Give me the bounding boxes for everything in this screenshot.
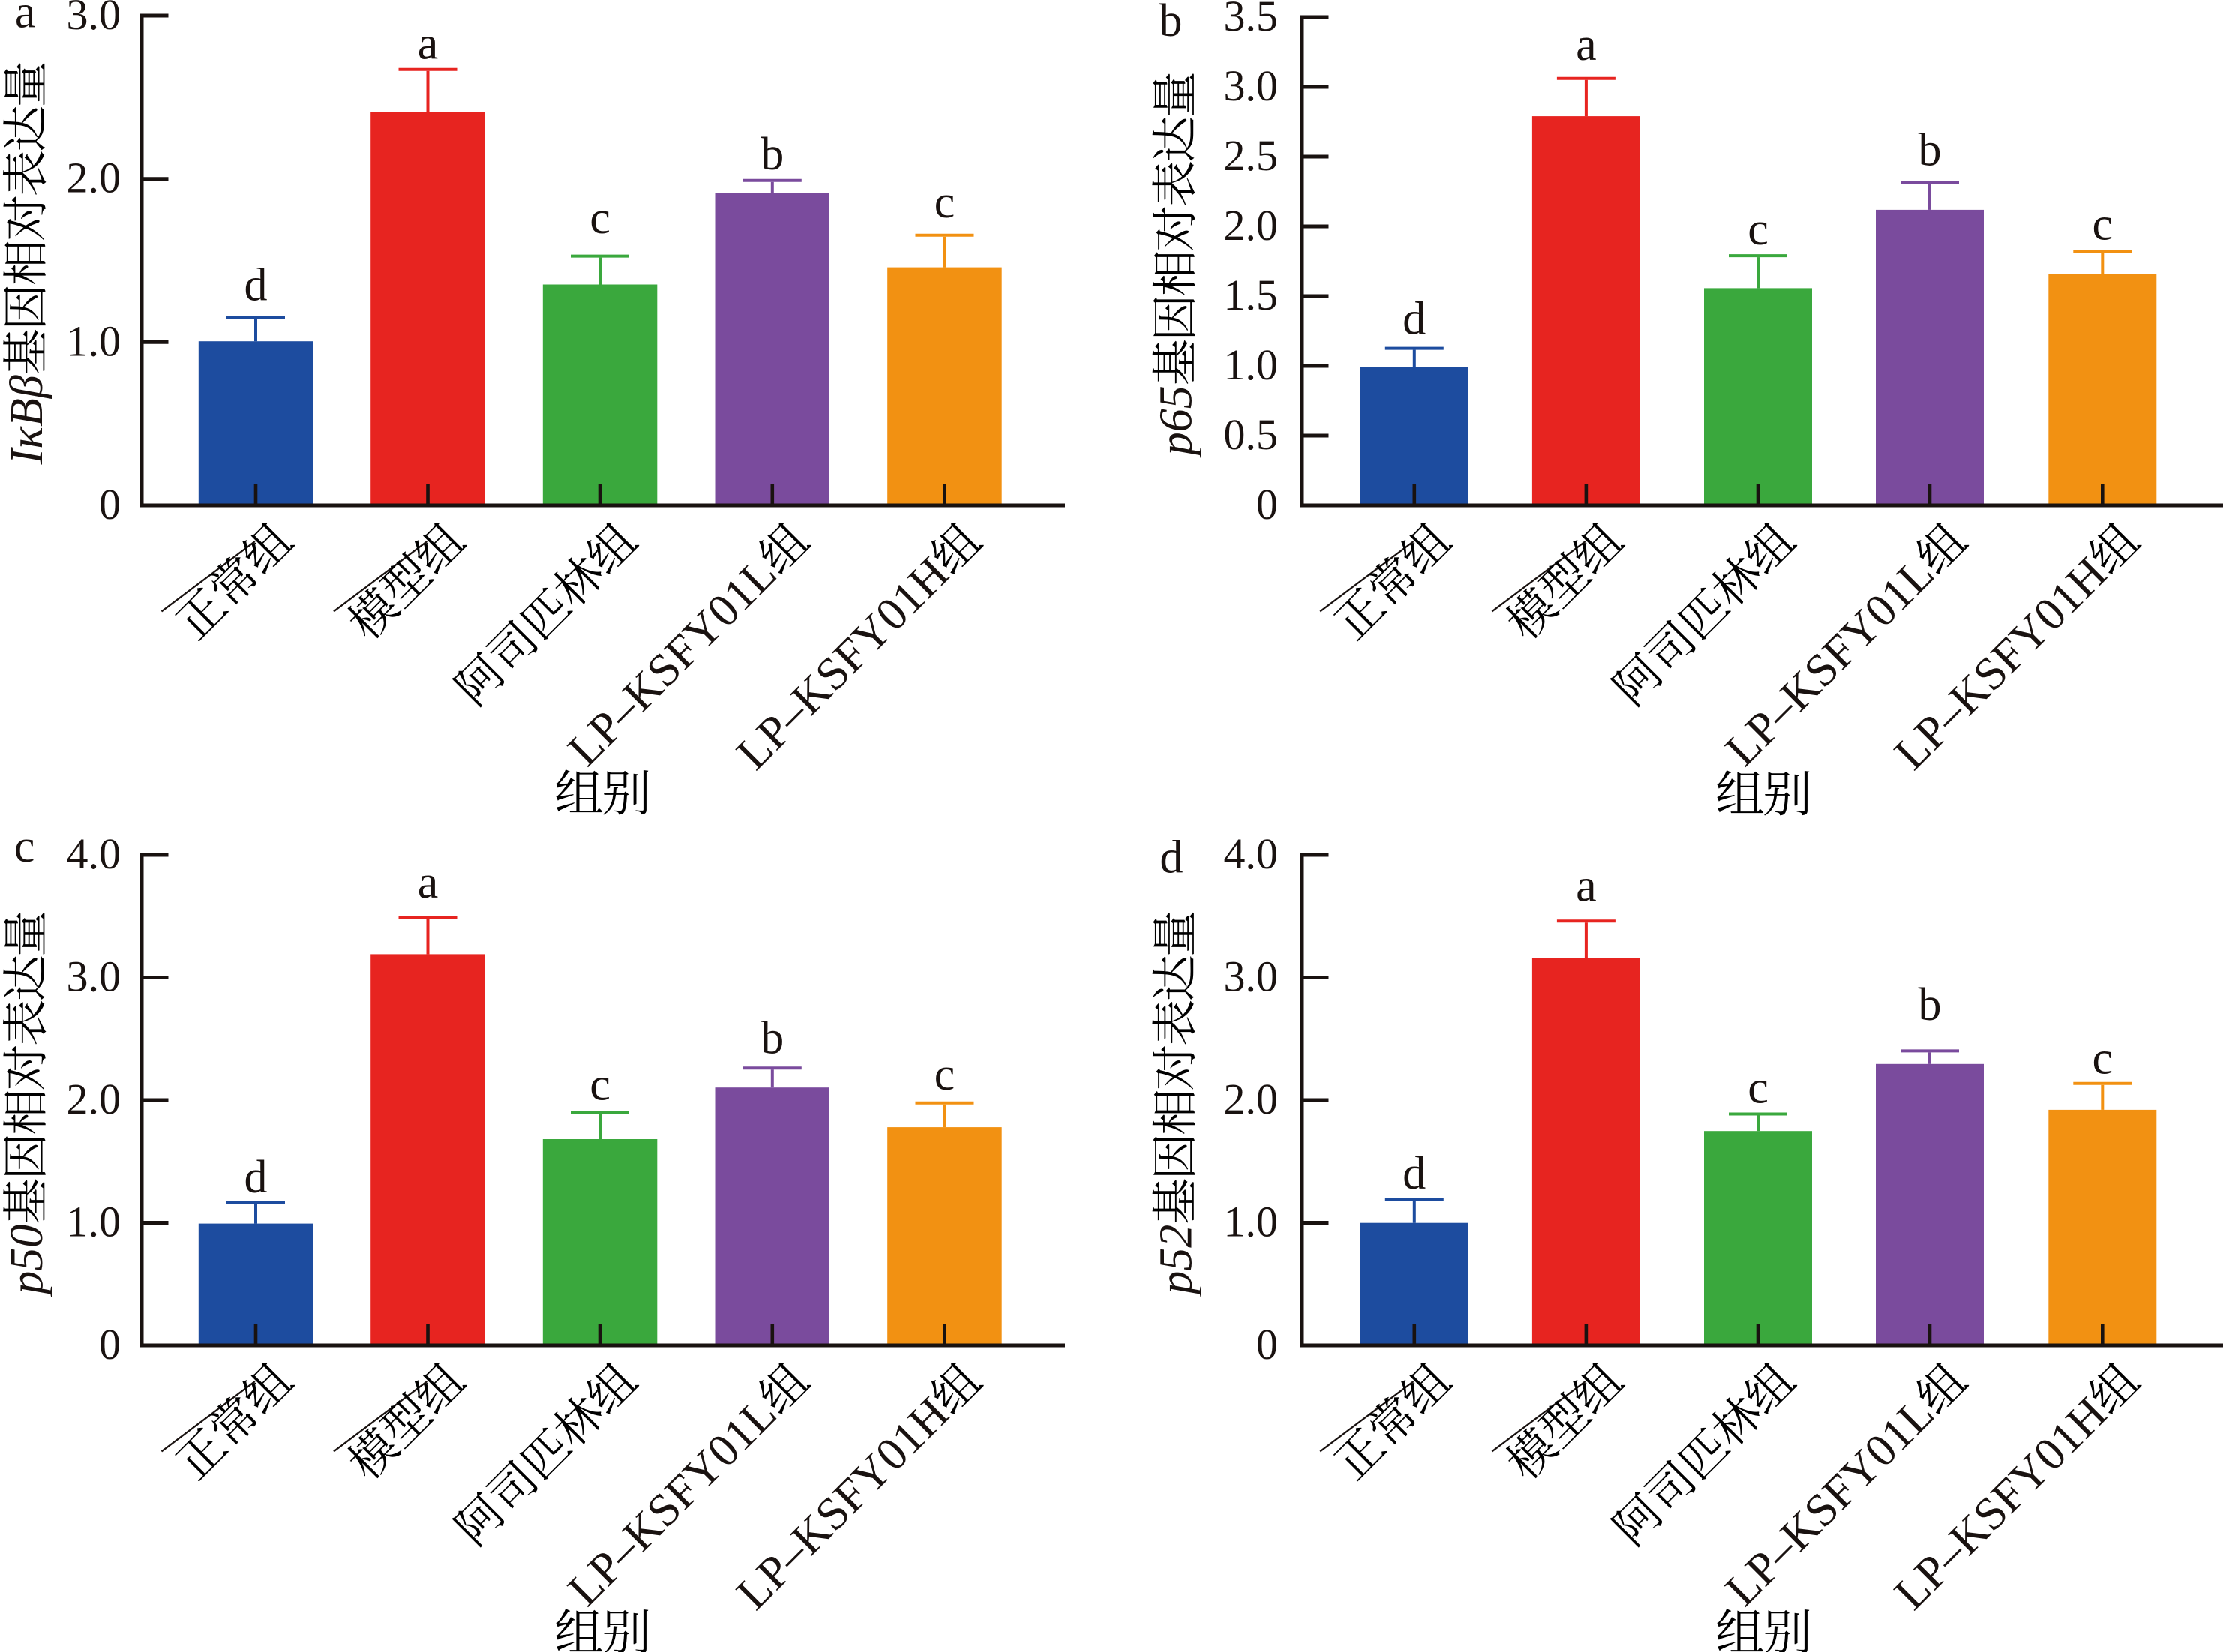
svg-text:c: c xyxy=(934,1049,956,1100)
svg-text:c: c xyxy=(1748,1063,1768,1114)
svg-text:2.0: 2.0 xyxy=(67,1075,122,1123)
svg-text:b: b xyxy=(760,129,784,180)
svg-text:d: d xyxy=(1160,832,1184,883)
svg-text:1.0: 1.0 xyxy=(1224,340,1279,389)
svg-text:p50: p50 xyxy=(2,1225,52,1297)
svg-text:c: c xyxy=(2092,1033,2114,1084)
svg-text:c: c xyxy=(14,821,35,872)
svg-text:4.0: 4.0 xyxy=(67,829,122,878)
svg-text:0: 0 xyxy=(99,1320,121,1369)
svg-text:1.5: 1.5 xyxy=(1224,271,1279,319)
svg-text:1.0: 1.0 xyxy=(67,316,122,365)
svg-text:c: c xyxy=(934,177,956,228)
svg-text:2.5: 2.5 xyxy=(1224,131,1279,180)
svg-text:2.0: 2.0 xyxy=(1224,201,1279,250)
svg-text:3.0: 3.0 xyxy=(67,0,122,39)
svg-text:d: d xyxy=(244,1152,268,1203)
svg-text:1.0: 1.0 xyxy=(67,1198,122,1246)
svg-text:p52: p52 xyxy=(1151,1225,1202,1297)
svg-text:a: a xyxy=(418,19,439,70)
svg-text:3.0: 3.0 xyxy=(67,952,122,1001)
svg-text:c: c xyxy=(2092,199,2114,250)
svg-text:b: b xyxy=(1918,124,1942,175)
svg-text:d: d xyxy=(244,259,268,310)
svg-text:3.0: 3.0 xyxy=(1224,952,1279,1001)
svg-text:a: a xyxy=(1576,19,1597,70)
svg-text:0: 0 xyxy=(99,480,121,529)
svg-text:2.0: 2.0 xyxy=(1224,1075,1279,1123)
svg-text:c: c xyxy=(590,193,610,244)
svg-text:a: a xyxy=(1576,860,1597,911)
svg-text:0: 0 xyxy=(1256,1320,1278,1369)
svg-text:c: c xyxy=(1748,204,1768,255)
svg-text:p65: p65 xyxy=(1151,385,1202,458)
svg-text:2.0: 2.0 xyxy=(67,154,122,202)
svg-text:d: d xyxy=(1402,1148,1426,1199)
svg-text:c: c xyxy=(590,1060,610,1111)
svg-text:1.0: 1.0 xyxy=(1224,1198,1279,1246)
svg-text:d: d xyxy=(1402,293,1426,344)
svg-text:a: a xyxy=(418,857,439,908)
svg-text:0: 0 xyxy=(1256,480,1278,529)
svg-text:3.0: 3.0 xyxy=(1224,61,1279,110)
svg-text:a: a xyxy=(15,0,36,37)
svg-text:4.0: 4.0 xyxy=(1224,829,1279,878)
svg-text:IκBβ: IκBβ xyxy=(2,375,52,465)
svg-text:0.5: 0.5 xyxy=(1224,410,1279,459)
svg-text:b: b xyxy=(1918,979,1942,1030)
svg-text:3.5: 3.5 xyxy=(1224,0,1279,40)
svg-text:b: b xyxy=(1160,0,1183,46)
svg-text:b: b xyxy=(760,1012,784,1063)
